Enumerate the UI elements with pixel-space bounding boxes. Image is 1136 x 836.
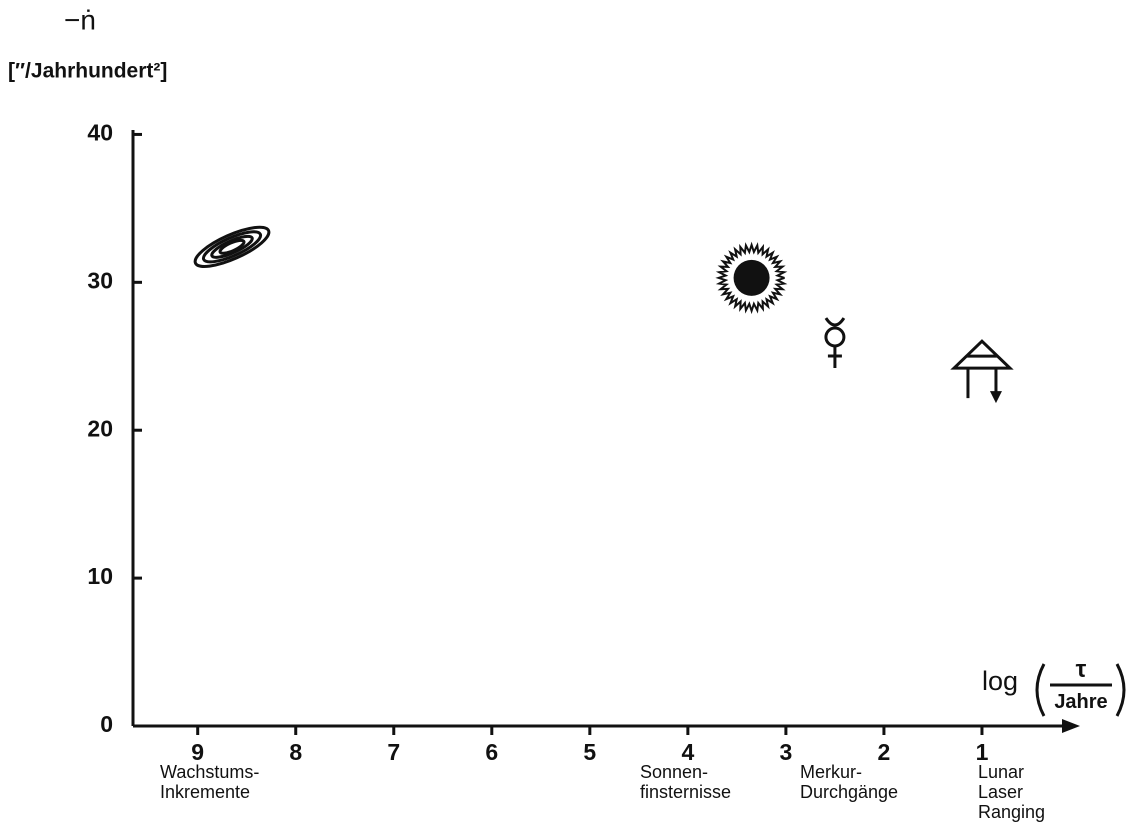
- x-label-function: log: [982, 666, 1018, 696]
- point-label: Lunar: [978, 762, 1024, 782]
- x-tick-label: 6: [485, 739, 498, 765]
- paren: [1117, 664, 1124, 716]
- point-label: Wachstums-: [160, 762, 259, 782]
- x-axis-arrow: [1062, 719, 1080, 733]
- y-tick-label: 40: [87, 120, 113, 146]
- x-axis-label: log τ Jahre: [982, 656, 1124, 716]
- laser-triangle: [954, 341, 1010, 368]
- x-tick-label: 5: [583, 739, 596, 765]
- point-label: Durchgänge: [800, 782, 898, 802]
- mercury-horns: [826, 318, 844, 325]
- y-tick-label: 0: [100, 711, 113, 737]
- x-tick-label: 2: [878, 739, 891, 765]
- y-tick-label: 20: [87, 415, 113, 441]
- paren: [1037, 664, 1044, 716]
- x-tick-label: 8: [289, 739, 302, 765]
- mercury-cross: [828, 346, 842, 368]
- data-point: [719, 245, 785, 311]
- x-tick-label: 7: [387, 739, 400, 765]
- y-axis-unit: [″/Jahrhundert²]: [8, 60, 167, 83]
- data-point: [954, 341, 1010, 403]
- chart: −ṅ [″/Jahrhundert²] 010203040987654321lo…: [0, 0, 1136, 836]
- point-label: Laser: [978, 782, 1023, 802]
- x-label-numerator: τ: [1076, 656, 1087, 683]
- point-label: Ranging: [978, 802, 1045, 822]
- y-axis-label: −ṅ: [64, 4, 96, 35]
- y-tick-label: 30: [87, 267, 113, 293]
- point-label: Sonnen-: [640, 762, 708, 782]
- contour: [191, 220, 274, 274]
- x-label-denominator: Jahre: [1054, 691, 1107, 713]
- data-point: [191, 220, 274, 274]
- sun: [734, 260, 770, 296]
- data-point: [826, 318, 844, 368]
- point-label: Inkremente: [160, 782, 250, 802]
- mercury-body: [826, 328, 844, 346]
- y-tick-label: 10: [87, 563, 113, 589]
- point-label: Merkur-: [800, 762, 862, 782]
- laser-arrow: [990, 391, 1002, 403]
- point-label: finsternisse: [640, 782, 731, 802]
- x-tick-label: 3: [780, 739, 793, 765]
